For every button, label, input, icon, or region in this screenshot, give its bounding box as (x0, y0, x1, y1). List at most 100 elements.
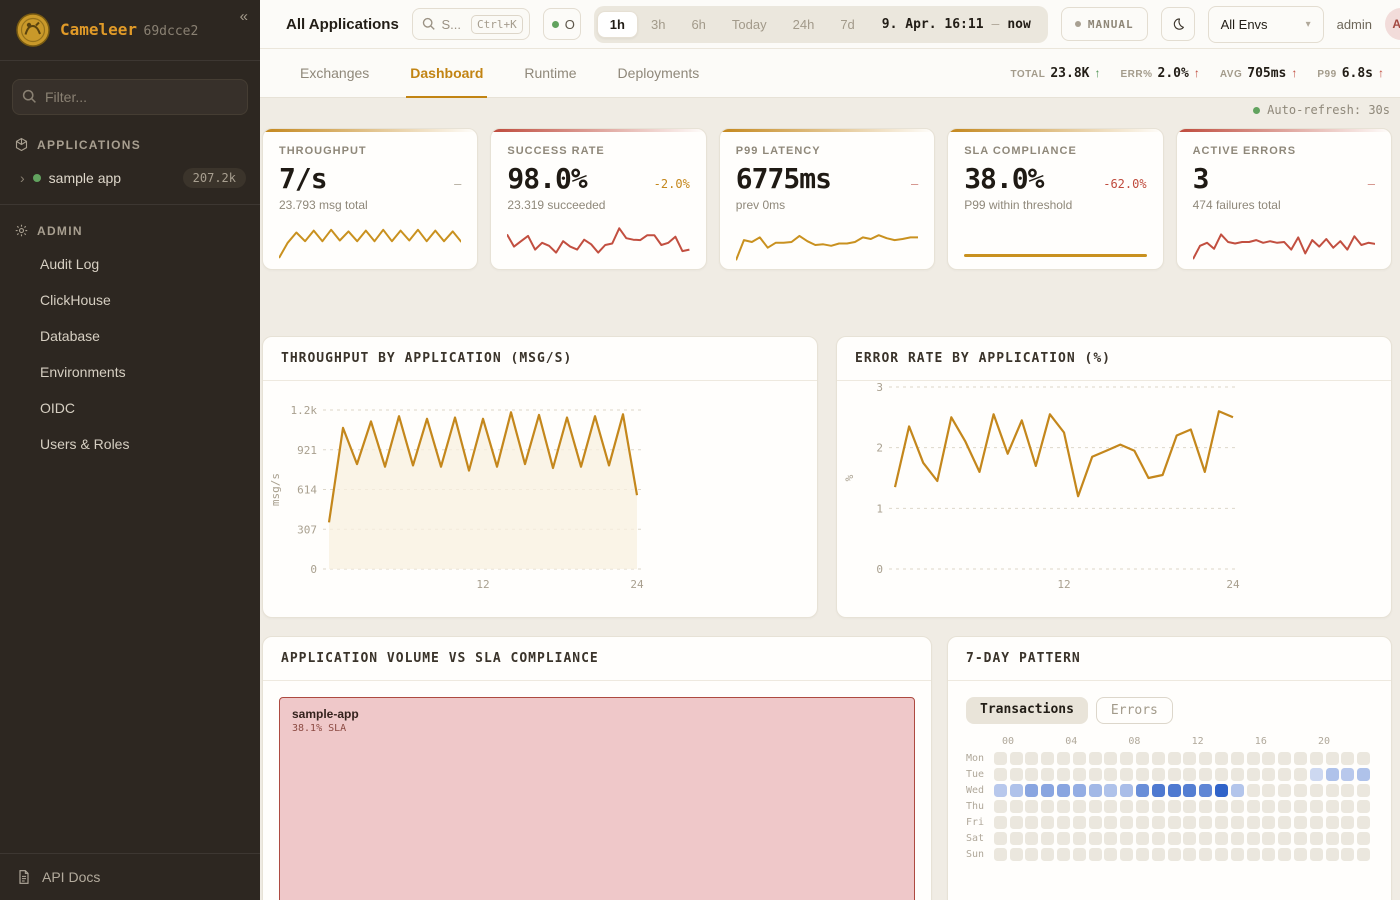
heatmap-grid: Mon Tue Wed Thu Fri Sat Sun (966, 752, 1373, 861)
tab-dashboard[interactable]: Dashboard (406, 49, 488, 98)
page-title: All Applications (286, 15, 399, 33)
heatmap-cell (1136, 816, 1150, 829)
heatmap-hour-label: 04 (1065, 736, 1078, 747)
heatmap-cell (1357, 848, 1371, 861)
heatmap-cell (1294, 768, 1308, 781)
heatmap-day-label: Sat (966, 833, 985, 844)
toggle-errors[interactable]: Errors (1095, 697, 1173, 724)
heatmap-cell (1278, 752, 1292, 765)
range-7d[interactable]: 7d (840, 16, 855, 32)
expand-chevron-icon[interactable]: › (20, 170, 25, 186)
sidebar-item-users-roles[interactable]: Users & Roles (40, 436, 130, 452)
dark-mode-toggle[interactable] (1160, 7, 1195, 41)
sidebar-item-database[interactable]: Database (40, 328, 100, 344)
card-accent-bar (491, 129, 706, 132)
heatmap-cell (1215, 800, 1229, 813)
tab-deployments[interactable]: Deployments (617, 65, 700, 81)
tab-runtime[interactable]: Runtime (524, 65, 577, 81)
heatmap-cell (1041, 816, 1055, 829)
app-name: sample app (48, 170, 122, 186)
api-docs-link[interactable]: API Docs (0, 853, 260, 900)
auto-refresh-indicator: Auto-refresh: 30s (262, 100, 1392, 120)
sidebar-item-clickhouse[interactable]: ClickHouse (40, 292, 111, 308)
heatmap-cell (1341, 800, 1355, 813)
heatmap-cell (1246, 832, 1260, 845)
heatmap-cell (993, 752, 1007, 765)
sidebar-item-oidc[interactable]: OIDC (40, 400, 75, 416)
stat-p99: P99 6.8s ↑ (1317, 65, 1384, 81)
heatmap-cell (1357, 784, 1371, 797)
range-3h[interactable]: 3h (650, 16, 666, 32)
error-rate-chart-card: ERROR RATE BY APPLICATION (%) 3 2 1 0% 12 24 (836, 336, 1392, 618)
treemap-tile-sample-app[interactable]: sample-app 38.1% SLA (279, 697, 915, 900)
heatmap-cell (1215, 768, 1229, 781)
kpi-value: 6775ms (735, 162, 832, 195)
heatmap-cell (1072, 752, 1086, 765)
svg-text:3: 3 (876, 381, 883, 394)
heatmap-cell (1009, 832, 1023, 845)
kpi-delta: – (910, 177, 919, 191)
heatmap-cell (1357, 752, 1371, 765)
heatmap-cell (1246, 784, 1260, 797)
sidebar-item-environments[interactable]: Environments (40, 364, 126, 380)
kpi-subtext: 23.793 msg total (279, 198, 368, 212)
tabs-bar: Exchanges Dashboard Runtime Deployments … (260, 49, 1400, 98)
kpi-card-p99-latency: P99 LATENCY 6775ms – prev 0ms (718, 128, 936, 270)
heatmap-cell (1294, 848, 1308, 861)
range-6h[interactable]: 6h (691, 16, 706, 32)
heatmap-cell (1057, 784, 1071, 797)
toggle-transactions[interactable]: Transactions (966, 697, 1088, 724)
avatar[interactable]: AD (1385, 8, 1400, 40)
heatmap-day-label: Fri (966, 817, 985, 828)
svg-text:614: 614 (297, 484, 317, 497)
kpi-card-sla-compliance: SLA COMPLIANCE 38.0% -62.0% P99 within t… (947, 128, 1164, 270)
heatmap-cell (1041, 784, 1055, 797)
heatmap-cell (1041, 800, 1055, 813)
heatmap-cell (1104, 752, 1118, 765)
heatmap-cell (1057, 752, 1071, 765)
heatmap-cell (1246, 848, 1260, 861)
manual-refresh-button[interactable]: MANUAL (1060, 7, 1148, 41)
range-today[interactable]: Today (731, 16, 767, 32)
kpi-subtext: 474 failures total (1192, 198, 1281, 212)
heatmap-cell (1088, 800, 1102, 813)
heatmap-cell (1199, 816, 1213, 829)
date-range[interactable]: 9. Apr. 16:11 – now (868, 17, 1045, 32)
tab-exchanges[interactable]: Exchanges (300, 65, 370, 81)
heatmap-cell (1072, 800, 1086, 813)
range-1h[interactable]: 1h (596, 10, 638, 38)
kpi-card-success-rate: SUCCESS RATE 98.0% -2.0% 23.319 succeede… (490, 128, 707, 270)
global-search[interactable]: Ctrl+K (411, 8, 530, 40)
heatmap-cell (1136, 800, 1150, 813)
sla-treemap-card: APPLICATION VOLUME VS SLA COMPLIANCE sam… (262, 636, 932, 900)
heatmap-cell (993, 784, 1007, 797)
heatmap-cell (1151, 816, 1165, 829)
heatmap-cell (1230, 816, 1244, 829)
sidebar-item-audit-log[interactable]: Audit Log (40, 256, 100, 272)
heatmap-cell (1357, 768, 1371, 781)
kpi-card-throughput: THROUGHPUT 7/s – 23.793 msg total (262, 128, 479, 270)
heatmap-row-thu: Thu (966, 800, 1373, 813)
brand-name: Cameleer (60, 20, 138, 39)
svg-text:24: 24 (1226, 578, 1240, 591)
heatmap-cell (1120, 816, 1134, 829)
sidebar-item-sample-app[interactable]: › sample app 207.2k (0, 162, 260, 205)
search-input[interactable] (441, 16, 466, 32)
heatmap-cell (1325, 784, 1339, 797)
document-icon (19, 870, 29, 884)
heatmap-cell (1072, 816, 1086, 829)
search-shortcut: Ctrl+K (471, 14, 523, 34)
env-select[interactable]: All Envs ▾ (1207, 5, 1324, 43)
sidebar-collapse-icon[interactable]: « (239, 8, 248, 25)
seven-day-pattern-card: 7-DAY PATTERN Transactions Errors 00 04 08… (947, 636, 1392, 900)
pattern-toggle: Transactions Errors (966, 697, 1373, 724)
heatmap-cell (1025, 848, 1039, 861)
heatmap-cell (1199, 800, 1213, 813)
online-status-pill[interactable]: O (542, 8, 581, 40)
heatmap-hour-label: 16 (1254, 736, 1267, 747)
heatmap-cell (1230, 800, 1244, 813)
heatmap-cell (1120, 832, 1134, 845)
admin-nav: Audit Log ClickHouse Database Environmen… (0, 248, 260, 464)
range-24h[interactable]: 24h (792, 16, 815, 32)
filter-input[interactable] (12, 79, 248, 115)
